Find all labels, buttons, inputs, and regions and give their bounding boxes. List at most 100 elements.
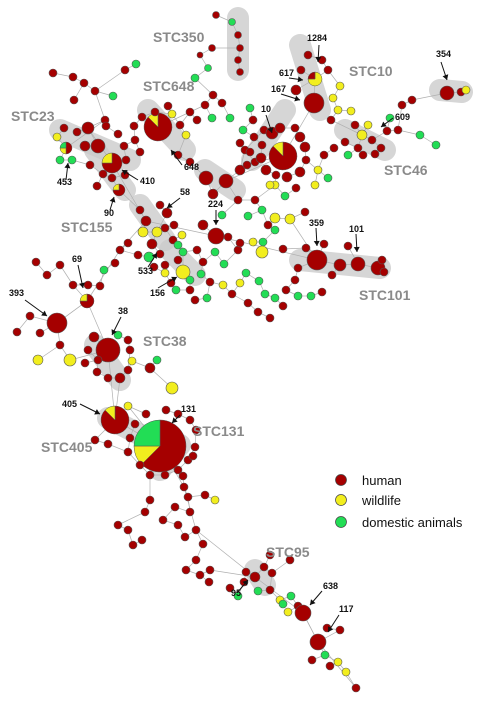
pie-slice xyxy=(59,141,67,149)
st-node xyxy=(294,131,306,143)
st-node xyxy=(265,313,275,323)
st-node xyxy=(461,85,471,95)
st-node xyxy=(234,164,246,176)
st-node xyxy=(367,135,377,145)
st-node xyxy=(191,555,201,565)
st-label-405: 405 xyxy=(62,399,77,409)
st-node xyxy=(161,405,171,415)
st-node xyxy=(55,260,65,270)
st-node xyxy=(265,550,275,560)
arrow-head xyxy=(79,282,85,288)
cluster-label-stc46: STC46 xyxy=(384,162,428,178)
st-node xyxy=(183,492,193,502)
st-node xyxy=(130,419,140,429)
st-node xyxy=(170,502,180,512)
st-node xyxy=(12,327,22,337)
st-node xyxy=(356,129,368,141)
st-node xyxy=(233,195,243,205)
st-node xyxy=(278,301,288,311)
st-node xyxy=(113,330,123,340)
st-node xyxy=(235,238,245,248)
st-node xyxy=(175,120,185,130)
st-node xyxy=(185,275,195,285)
arrow-head xyxy=(442,74,449,80)
arrow-head xyxy=(41,310,47,316)
st-node xyxy=(377,255,387,265)
st-node xyxy=(343,150,353,160)
st-node xyxy=(93,355,103,365)
st-node xyxy=(155,200,165,210)
st-node xyxy=(144,362,156,374)
st-node xyxy=(280,191,290,201)
st-node xyxy=(290,123,300,133)
arrow-head xyxy=(328,626,334,632)
st-node xyxy=(81,121,95,135)
tree-edge xyxy=(65,119,106,149)
st-node xyxy=(195,570,205,580)
st-node xyxy=(181,565,191,575)
pie-slice xyxy=(112,183,126,197)
st-node xyxy=(350,256,366,272)
st-node xyxy=(269,212,281,224)
st-node xyxy=(137,226,149,238)
st-node xyxy=(382,126,392,136)
pie-slice xyxy=(104,405,116,421)
st-node xyxy=(259,562,269,572)
st-node xyxy=(173,465,183,475)
st-node xyxy=(257,140,267,150)
st-node xyxy=(205,277,215,287)
st-node xyxy=(333,657,343,667)
cluster-label-stc405: STC405 xyxy=(41,439,93,455)
st-label-117: 117 xyxy=(339,604,354,614)
st-label-90: 90 xyxy=(104,208,114,218)
st-node xyxy=(376,143,386,153)
st-node xyxy=(68,72,78,82)
st-label-131: 131 xyxy=(181,404,196,414)
st-node xyxy=(160,268,170,278)
st-node xyxy=(300,207,310,217)
arrow-head xyxy=(267,127,274,133)
st-node xyxy=(323,65,333,75)
st-node xyxy=(191,425,201,435)
st-node xyxy=(249,132,259,142)
st-node-pie xyxy=(112,183,126,197)
st-node xyxy=(140,215,152,227)
st-node-pie xyxy=(100,405,130,435)
st-label-58: 58 xyxy=(180,187,190,197)
sequence-type-nodes xyxy=(12,11,471,693)
st-node xyxy=(107,173,117,183)
st-node xyxy=(197,219,209,231)
st-node xyxy=(207,188,219,200)
st-node xyxy=(123,335,133,345)
cluster-label-stc10: STC10 xyxy=(349,63,393,79)
st-node xyxy=(278,599,288,609)
st-node xyxy=(350,120,360,130)
st-label-95: 95 xyxy=(231,588,241,598)
st-node xyxy=(160,260,170,270)
st-node xyxy=(255,152,267,164)
arrow-head xyxy=(381,121,387,127)
st-node xyxy=(309,633,327,651)
st-node xyxy=(68,280,78,290)
st-node xyxy=(260,289,270,299)
arrow-head xyxy=(294,95,300,102)
st-node xyxy=(254,276,264,286)
arrow-head xyxy=(151,253,157,259)
st-node xyxy=(129,121,139,131)
st-node xyxy=(31,257,41,267)
st-label-453: 453 xyxy=(57,177,72,187)
cluster-label-stc350: STC350 xyxy=(153,29,205,45)
st-node xyxy=(150,107,160,117)
st-node xyxy=(333,105,343,115)
st-node xyxy=(90,138,106,154)
st-node xyxy=(210,247,220,257)
st-node xyxy=(25,311,35,321)
st-node xyxy=(274,122,286,134)
st-node xyxy=(192,245,202,255)
cluster-hull-10 xyxy=(159,239,206,286)
legend-label-human: human xyxy=(362,473,402,488)
st-node xyxy=(326,115,336,125)
st-node xyxy=(146,238,158,250)
st-node xyxy=(236,68,244,76)
st-node xyxy=(198,257,208,267)
